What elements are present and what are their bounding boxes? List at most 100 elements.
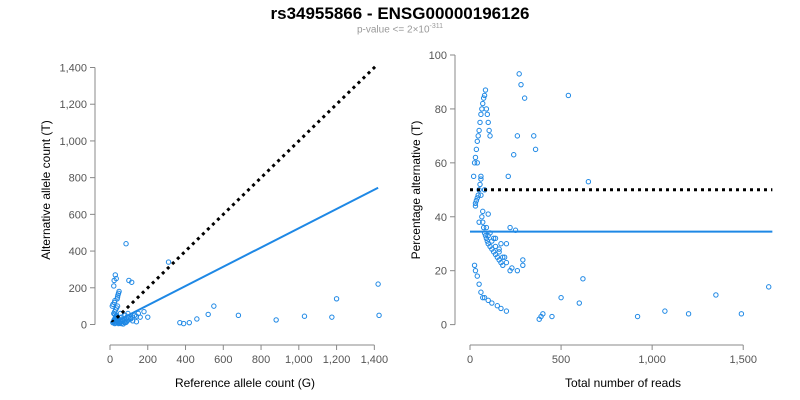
- plot2-data-point: [487, 133, 493, 139]
- plot2-y-tick-label: 20: [435, 266, 447, 278]
- plot1-fit-line: [111, 186, 379, 325]
- plot2-y-tick-label: 40: [435, 212, 447, 224]
- plot2-data-point: [479, 106, 485, 112]
- plot2-data-point: [478, 289, 484, 295]
- plot1-data-point: [165, 259, 172, 265]
- plot1-x-axis-label: Reference allele count (G): [175, 376, 315, 390]
- plot2-data-point: [713, 292, 719, 298]
- plot2-data-point: [496, 249, 502, 255]
- plot2-data-point: [478, 111, 484, 118]
- plot2-data-point: [483, 106, 490, 112]
- plot2-y-tick-label: 0: [441, 320, 447, 332]
- plot2-x-tick-label: 1,000: [638, 354, 666, 366]
- plot2-data-point: [481, 92, 488, 99]
- plot2-data-point: [486, 127, 492, 134]
- plot1-y-tick-label: 1,400: [59, 63, 87, 75]
- plot2-data-point: [634, 313, 641, 320]
- plot2-y-tick-label: 80: [435, 104, 447, 116]
- plot2-data-point: [477, 181, 483, 188]
- plot2-data-point: [565, 92, 572, 99]
- subtitle-base: 10: [418, 24, 430, 36]
- plot1-data-point: [113, 275, 119, 282]
- plot2-data-point: [531, 133, 537, 139]
- plot1-data-point: [235, 312, 242, 319]
- plot1-y-tick-label: 800: [69, 173, 87, 185]
- subtitle-exponent: -311: [429, 23, 444, 30]
- plot2-data-point: [500, 254, 506, 260]
- plot1-y-tick-label: 0: [81, 319, 87, 331]
- plot2-data-point: [520, 257, 526, 263]
- plot2-data-point: [532, 146, 539, 153]
- plot1-data-point: [186, 319, 193, 326]
- plot2-data-point: [478, 192, 484, 198]
- plot1-x-tick-label: 600: [214, 354, 232, 366]
- plot2-data-point: [516, 71, 522, 77]
- plot1-data-point: [129, 279, 135, 285]
- plot1-data-point: [137, 314, 143, 320]
- plot2-data-point: [505, 173, 511, 180]
- plot1-x-tick-label: 1,000: [285, 354, 313, 366]
- plot2-data-point: [580, 276, 586, 282]
- plot1-data-point: [329, 314, 335, 320]
- plot2-data-point: [471, 160, 478, 166]
- plot1-x-tick-label: 0: [107, 354, 113, 366]
- plot2-data-point: [489, 300, 495, 306]
- plot2-data-point: [480, 294, 486, 301]
- plot2-data-point: [472, 200, 479, 206]
- plot2-data-point: [484, 111, 491, 118]
- plot2-y-tick-label: 60: [435, 158, 447, 170]
- plot2-data-point: [470, 173, 477, 180]
- plot1-data-point: [112, 272, 118, 278]
- plot2-data-point: [485, 211, 491, 217]
- plot2-x-tick-label: 1,500: [729, 354, 757, 366]
- plot2-data-point: [481, 294, 488, 301]
- plot2-data-point: [492, 243, 499, 250]
- plot2-data-point: [558, 294, 564, 301]
- plot2-data-point: [480, 219, 486, 225]
- plot1-data-point: [333, 296, 340, 302]
- plot2-data-point: [480, 224, 487, 231]
- plot2-data-point: [480, 208, 486, 215]
- plot2-data-point: [507, 224, 513, 231]
- plot2-data-point: [503, 241, 510, 247]
- plot1-data-point: [141, 308, 147, 315]
- plot2-data-point: [475, 192, 481, 198]
- plot2-x-axis-label: Total number of reads: [565, 376, 681, 390]
- plot2-data-point: [585, 179, 592, 185]
- plot2-data-point: [478, 176, 484, 182]
- plot1-data-point: [114, 303, 121, 309]
- plot2-data-point: [503, 259, 510, 266]
- plot2-x-tick-label: 0: [467, 354, 473, 366]
- plot2-data-point: [485, 297, 491, 304]
- plot2-data-point: [482, 232, 489, 239]
- plot2-data-point: [471, 262, 478, 268]
- plot2-data-point: [766, 284, 772, 290]
- plot1-data-point: [273, 317, 279, 323]
- chart-title: rs34955866 - ENSG00000196126: [270, 4, 530, 23]
- plot2-data-point: [511, 152, 517, 158]
- plot2-data-point: [496, 246, 502, 252]
- plot2-data-point: [476, 281, 482, 287]
- plot2-data-point: [662, 308, 668, 314]
- plot1-y-tick-label: 200: [69, 283, 87, 295]
- plot2-data-point: [480, 100, 486, 107]
- plot2-data-point: [472, 154, 479, 161]
- plot2-data-point: [514, 133, 521, 139]
- plot2-data-point: [494, 303, 501, 309]
- plot1-x-tick-label: 400: [176, 354, 194, 366]
- plot1-data-point: [123, 241, 129, 247]
- plot2-data-point: [474, 138, 480, 144]
- plot2-data-point: [473, 146, 480, 153]
- plot1-x-tick-label: 1,400: [361, 354, 389, 366]
- plot1-expected-dotted-line: [110, 64, 378, 324]
- plot2-data-point: [484, 238, 491, 244]
- plot2-data-point: [540, 311, 546, 317]
- plot2-data-point: [476, 127, 482, 134]
- plot2-data-point: [474, 273, 480, 279]
- plot1-y-tick-label: 1,200: [59, 99, 87, 111]
- plot1-y-tick-label: 600: [69, 209, 87, 221]
- plot2-data-point: [483, 224, 490, 231]
- chart-subtitle: p-value <= 2×10-311: [0, 23, 800, 35]
- plot2-data-point: [476, 219, 482, 225]
